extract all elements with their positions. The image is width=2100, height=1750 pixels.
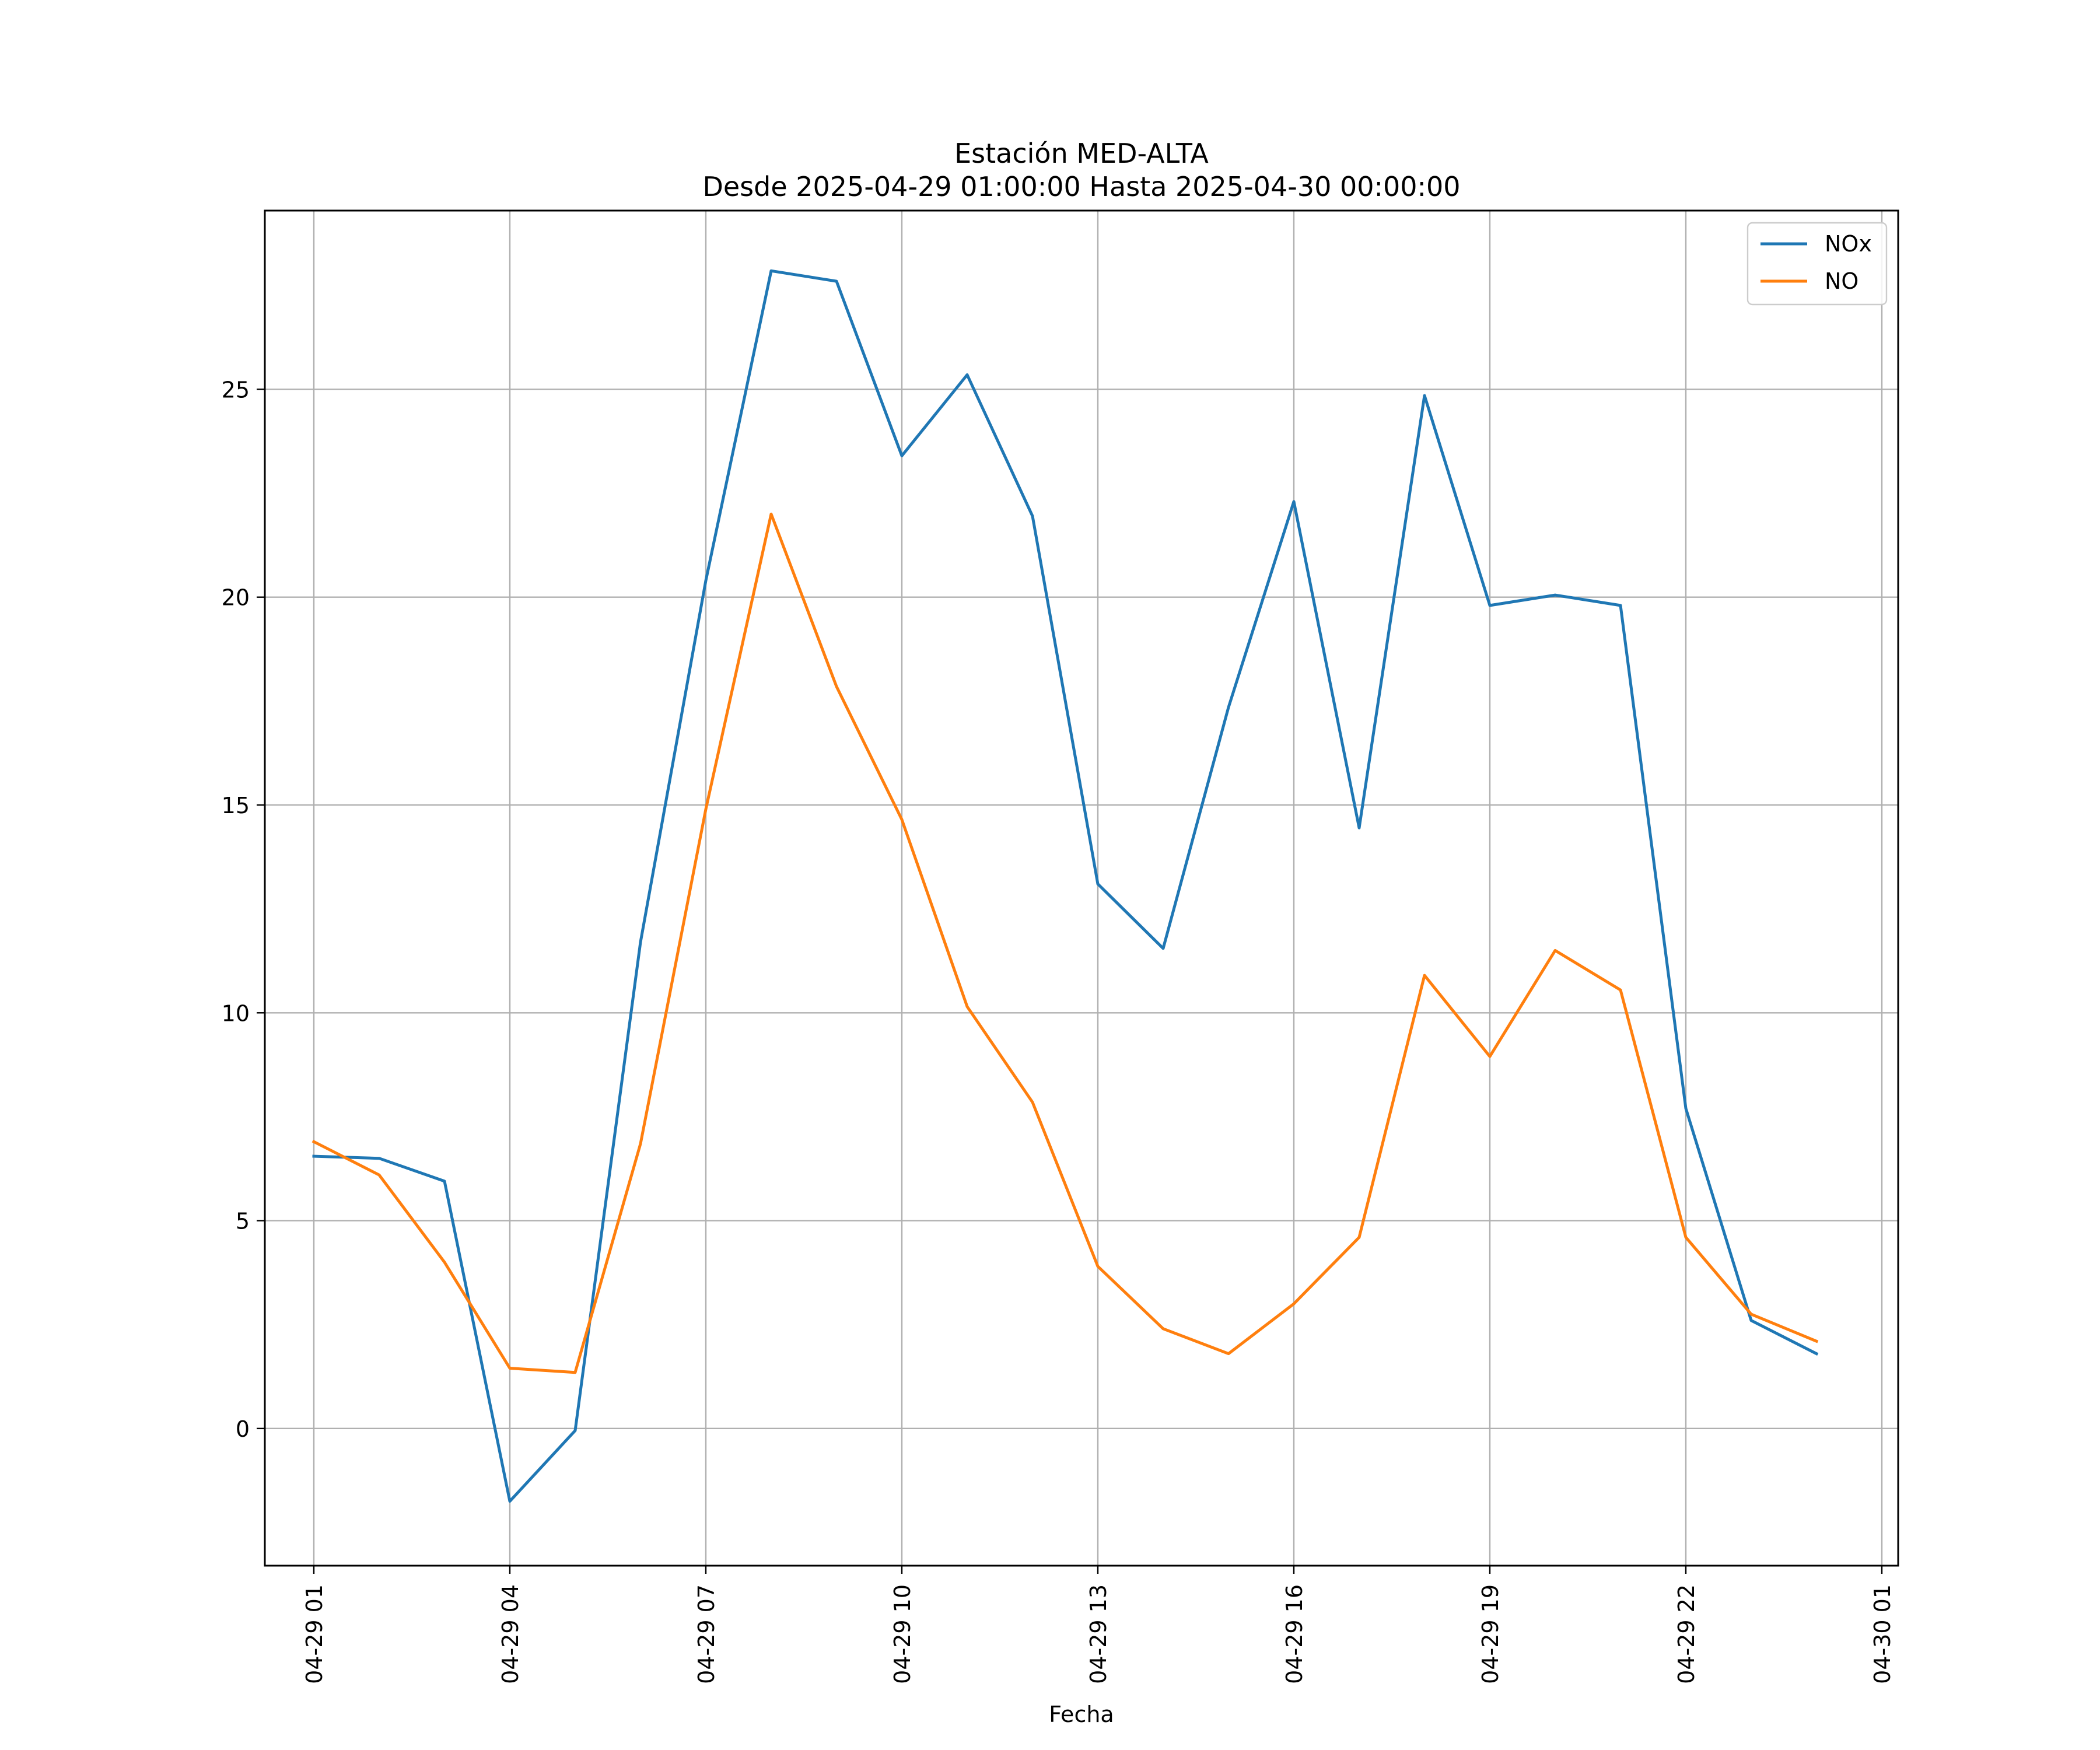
x-tick-label: 04-29 16 [1282, 1584, 1307, 1684]
y-tick-label: 20 [222, 585, 250, 611]
legend: NOx NO [1746, 222, 1888, 306]
x-tick-label: 04-29 13 [1086, 1584, 1111, 1684]
plot-area-frame [264, 209, 1899, 1567]
x-tick-label: 04-29 04 [498, 1584, 523, 1684]
series-lines [312, 269, 1819, 1503]
series-line-no [312, 512, 1819, 1374]
grid [265, 211, 1898, 1566]
x-tick-label: 04-29 01 [302, 1584, 327, 1684]
x-tick-label: 04-30 01 [1870, 1584, 1895, 1684]
chart-subtitle: Desde 2025-04-29 01:00:00 Hasta 2025-04-… [702, 171, 1460, 202]
legend-label: NOx [1825, 231, 1872, 257]
legend-label: NO [1825, 268, 1859, 294]
x-axis-label: Fecha [1049, 1702, 1114, 1727]
x-tick-label: 04-29 19 [1478, 1584, 1503, 1684]
y-tick-label: 25 [222, 377, 250, 402]
y-tick-label: 0 [236, 1416, 250, 1442]
y-tick-label: 10 [222, 1000, 250, 1026]
y-tick-label: 15 [222, 793, 250, 818]
x-tick-label: 04-29 22 [1674, 1584, 1699, 1684]
y-tick-label: 5 [236, 1209, 250, 1234]
axis-ticks: 04-29 01 04-29 04 04-29 07 04-29 10 04-29 13… [222, 377, 1895, 1684]
chart-title: Estación MED-ALTA [954, 138, 1209, 169]
x-tick-label: 04-29 10 [890, 1584, 915, 1684]
x-tick-label: 04-29 07 [694, 1584, 719, 1684]
series-line-nox [312, 269, 1819, 1503]
